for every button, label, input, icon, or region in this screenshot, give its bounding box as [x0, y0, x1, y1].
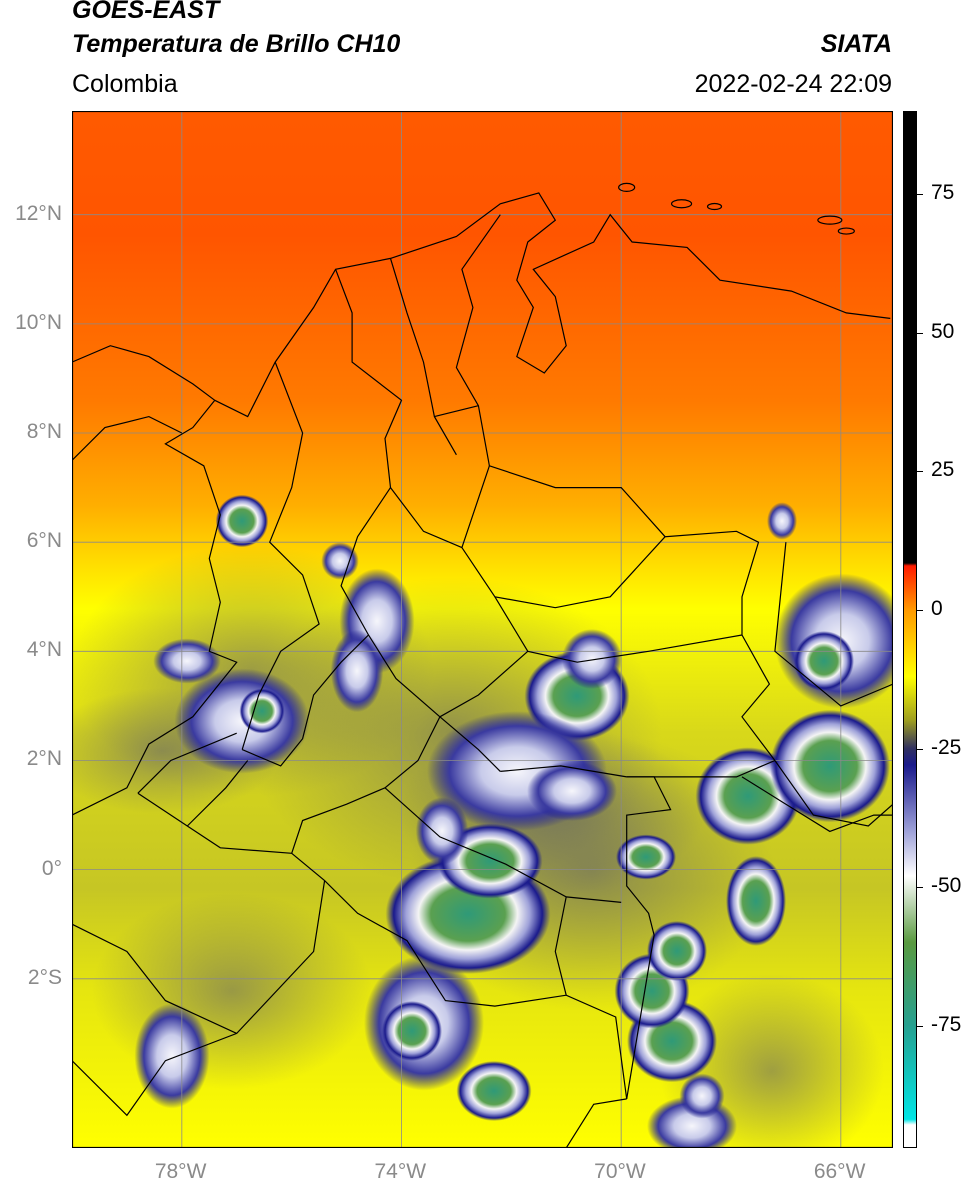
border-line	[186, 760, 249, 827]
border-line	[389, 258, 457, 456]
lat-tick-label: 10°N	[15, 310, 62, 334]
convective-cell	[153, 638, 221, 684]
border-line	[461, 536, 666, 609]
region-label: Colombia	[72, 70, 178, 98]
border-line	[241, 634, 369, 767]
colorbar-tick-label: -75	[931, 1013, 962, 1036]
colorbar-tick-label: -50	[931, 874, 962, 898]
colorbar-tick	[917, 471, 923, 473]
lat-tick-label: 4°N	[26, 638, 62, 662]
lon-tick-label: 74°W	[374, 1160, 427, 1183]
border-line	[455, 214, 776, 761]
border-line	[137, 792, 628, 1099]
colorbar-tick-label: 0	[931, 597, 943, 621]
borders-and-coastlines	[72, 182, 893, 1148]
border-line	[214, 192, 891, 418]
border-line	[626, 776, 672, 1099]
convective-cell	[215, 494, 269, 548]
border-line	[741, 776, 893, 833]
convective-cells	[134, 494, 893, 1148]
lat-tick-label: 12°N	[15, 201, 62, 225]
convective-cell	[770, 709, 890, 823]
convective-cell	[647, 921, 707, 981]
colorbar-tick	[917, 332, 923, 334]
agency-label: SIATA	[820, 30, 892, 58]
convective-cell	[794, 631, 854, 691]
island-outline	[706, 202, 723, 211]
lat-tick-label: 6°N	[26, 529, 62, 553]
convective-cell	[767, 502, 797, 540]
colorbar-tick-label: 25	[931, 458, 955, 482]
convective-cell	[562, 629, 622, 689]
map-panel	[72, 111, 893, 1148]
convective-cell	[415, 797, 469, 865]
island-outline	[670, 199, 693, 209]
convective-cell	[456, 1061, 532, 1121]
island-outline	[817, 215, 843, 225]
colorbar-tick	[917, 194, 923, 196]
convective-cell	[239, 688, 285, 734]
product-title: Temperatura de Brillo CH10	[72, 30, 401, 58]
border-line	[72, 923, 237, 1034]
border-line	[137, 732, 237, 794]
lat-tick-label: 0°	[41, 856, 62, 880]
border-line	[434, 405, 479, 418]
cloud-haze	[92, 893, 372, 1089]
island-outline	[618, 182, 636, 193]
lon-tick-label: 78°W	[154, 1160, 207, 1183]
border-line	[340, 487, 501, 772]
border-line	[291, 716, 441, 854]
convective-cell	[616, 834, 676, 880]
convective-cell	[382, 1001, 442, 1061]
colorbar-tick-label: 75	[931, 181, 955, 205]
border-line	[774, 542, 893, 707]
border-line	[565, 1098, 627, 1148]
border-line	[494, 596, 743, 663]
border-line	[72, 399, 238, 816]
map-frame	[72, 111, 893, 1148]
colorbar-tick	[917, 748, 923, 750]
colorbar-tick-label: -25	[931, 735, 962, 759]
lat-tick-label: 2°N	[26, 747, 62, 771]
border-line	[384, 787, 622, 903]
datetime-label: 2022-02-24 22:09	[694, 70, 892, 98]
colorbar-tick	[917, 887, 923, 889]
lon-tick-label: 70°W	[594, 1160, 646, 1183]
border-line	[72, 415, 183, 461]
border-line	[72, 880, 326, 1117]
colorbar-tick-label: 50	[931, 319, 955, 343]
border-line	[500, 765, 627, 778]
border-line	[241, 361, 320, 750]
colorbar-tick	[917, 1026, 923, 1027]
island-outline	[837, 227, 855, 235]
convective-cell	[321, 542, 359, 580]
convective-cell	[527, 761, 617, 821]
border-line	[439, 650, 529, 718]
satellite-title: GOES-EAST	[72, 0, 220, 24]
border-line	[72, 345, 216, 401]
lon-tick-label: 66°W	[813, 1160, 866, 1183]
border-line	[390, 465, 490, 549]
colorbar	[903, 111, 917, 1148]
convective-cell	[726, 856, 786, 946]
brightness-temperature-map	[72, 111, 893, 1148]
lat-tick-label: 2°S	[27, 965, 62, 989]
convective-cell	[679, 1073, 725, 1119]
lat-tick-label: 8°N	[26, 420, 62, 444]
border-line	[335, 269, 403, 488]
convective-cell	[330, 629, 384, 713]
convective-cell	[134, 1003, 210, 1109]
border-line	[554, 896, 567, 996]
border-line	[626, 759, 776, 778]
graticule	[72, 111, 893, 1148]
colorbar-tick	[917, 610, 923, 612]
